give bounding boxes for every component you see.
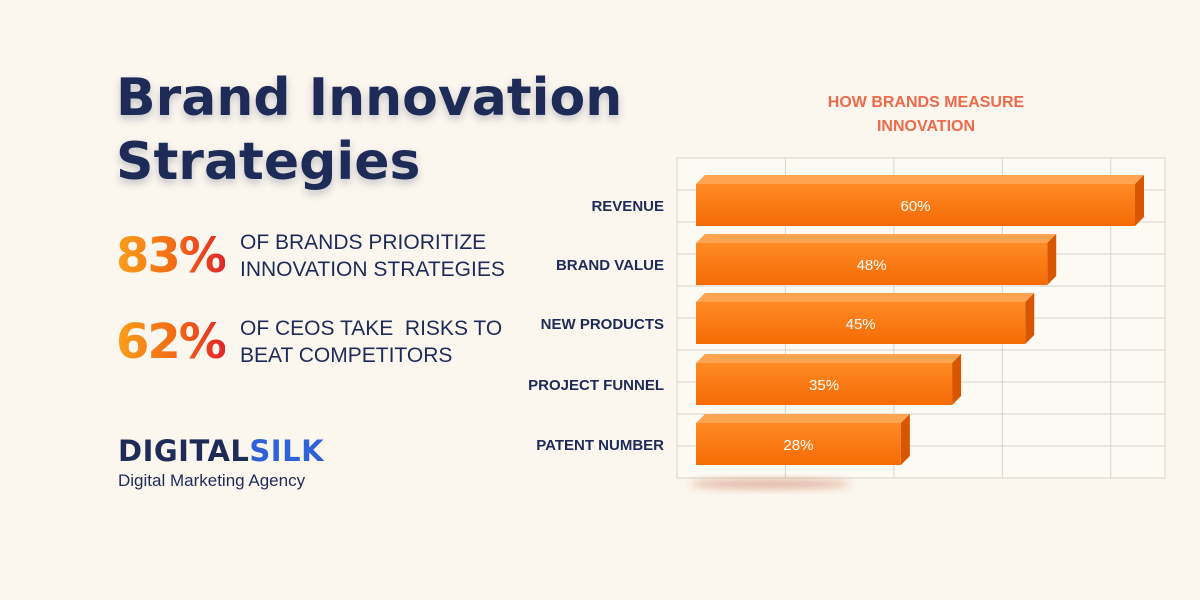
page-title: Brand Innovation Strategies (116, 66, 623, 194)
stat-description-line-1: OF CEOS TAKE RISKS TO (240, 317, 503, 340)
bar-value-label: 45% (846, 316, 876, 333)
bar-revenue (696, 184, 1135, 226)
bars: REVENUE 60% BRAND VALUE 48% NEW PRODUCTS 45% P… (528, 175, 1144, 465)
stat-description: OF BRANDS PRIORITIZE INNOVATION STRATEGI… (240, 229, 520, 283)
bar-top-face (696, 175, 1144, 184)
brand-logo: DIGITALSILK (118, 433, 324, 469)
stat-description-line-2: BEAT COMPETITORS (240, 344, 453, 367)
chart-title-line-1: HOW BRANDS MEASURE (828, 94, 1025, 111)
bar-side-face (1047, 234, 1057, 285)
bar-category-label: PROJECT FUNNEL (528, 377, 664, 394)
page-title-line-1: Brand Innovation (116, 68, 623, 128)
stat-description-line-2: INNOVATION STRATEGIES (240, 258, 505, 281)
page-title-line-2: Strategies (116, 132, 421, 192)
stat-value: 83% (116, 228, 227, 284)
stat-value: 62% (116, 314, 227, 370)
chart-title-line-2: INNOVATION (877, 118, 975, 135)
stat-description-line-1: OF BRANDS PRIORITIZE (240, 231, 487, 254)
brand-block: DIGITALSILK Digital Marketing Agency (118, 433, 324, 492)
bar-patent-number (696, 423, 901, 465)
bar-value-label: 28% (783, 437, 813, 454)
bar-value-label: 60% (900, 198, 930, 215)
bar-category-label: BRAND VALUE (556, 257, 664, 274)
bar-top-face (696, 234, 1057, 243)
bar-new-products (696, 302, 1026, 344)
bar-project-funnel (696, 363, 953, 405)
bar-side-face (1135, 175, 1144, 226)
innovation-bar-chart: HOW BRANDS MEASURE INNOVATION REVENUE 60%… (520, 80, 1180, 520)
bar-side-face (900, 414, 910, 465)
bar-side-face (1025, 293, 1035, 344)
bar-top-face (696, 414, 910, 423)
bar-top-face (696, 293, 1035, 302)
bar-category-label: PATENT NUMBER (536, 437, 664, 454)
bar-top-face (696, 354, 962, 363)
bar-value-label: 35% (809, 377, 839, 394)
chart-canvas: HOW BRANDS MEASURE INNOVATION REVENUE 60%… (528, 94, 1166, 489)
brand-logo-part-2: SILK (249, 434, 325, 468)
bar-category-label: REVENUE (591, 198, 664, 215)
bar-value-label: 48% (857, 257, 887, 274)
bar-side-face (952, 354, 962, 405)
stat-description: OF CEOS TAKE RISKS TO BEAT COMPETITORS (240, 315, 520, 369)
brand-logo-part-1: DIGITAL (118, 434, 250, 468)
bar-brand-value (696, 243, 1048, 285)
bar-ground-shadow (690, 479, 850, 489)
brand-tagline: Digital Marketing Agency (118, 471, 306, 490)
bar-category-label: NEW PRODUCTS (541, 316, 664, 333)
